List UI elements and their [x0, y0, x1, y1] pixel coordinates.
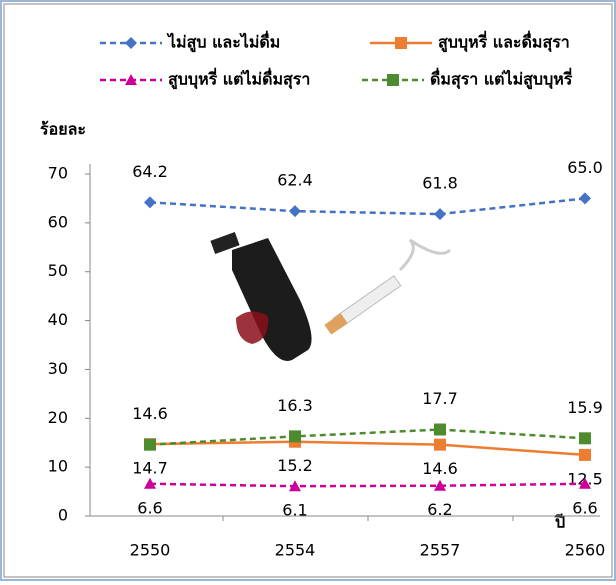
legend-label: ดื่มสุรา แต่ไม่สูบบุหรี่ [430, 68, 573, 91]
x-tick-label: 2550 [130, 541, 171, 560]
data-label: 16.3 [277, 396, 313, 415]
data-label: 15.2 [277, 456, 313, 475]
marker [144, 196, 156, 209]
marker [579, 477, 591, 489]
legend-label: สูบบุหรี่ และดื่มสุรา [438, 31, 570, 54]
data-label: 14.7 [132, 459, 168, 478]
series-line [149, 440, 586, 457]
marker [144, 477, 156, 489]
decoration [210, 231, 452, 361]
legend-label: สูบบุหรี่ แต่ไม่ดื่มสุรา [168, 68, 310, 91]
data-label: 6.2 [427, 500, 452, 519]
marker [434, 479, 446, 491]
y-tick-label: 0 [58, 506, 68, 525]
x-tick-label: 2557 [420, 541, 461, 560]
x-tick-label: 2554 [275, 541, 316, 560]
marker [579, 448, 591, 461]
series-line [149, 197, 586, 216]
series-line [149, 428, 586, 446]
data-label: 15.9 [567, 398, 603, 417]
marker [144, 438, 156, 451]
marker [387, 74, 399, 86]
y-tick-label: 40 [48, 310, 68, 329]
x-tick-label: 2560 [565, 541, 606, 560]
marker [434, 208, 446, 221]
marker [125, 37, 137, 49]
y-tick-label: 10 [48, 457, 68, 476]
marker [434, 438, 446, 451]
marker [289, 430, 301, 443]
data-label: 64.2 [132, 162, 168, 181]
data-label: 6.1 [282, 501, 307, 520]
data-label: 14.6 [422, 459, 458, 478]
marker [395, 37, 407, 49]
data-label: 6.6 [572, 498, 597, 517]
x-axis-label: ปี [554, 513, 566, 532]
legend-label: ไม่สูบ และไม่ดื่ม [166, 31, 280, 54]
marker [289, 205, 301, 218]
data-label: 17.7 [422, 389, 458, 408]
data-label: 61.8 [422, 174, 458, 193]
marker [434, 423, 446, 436]
y-tick-label: 30 [48, 359, 68, 378]
y-axis-label: ร้อยละ [40, 120, 86, 139]
marker [579, 432, 591, 445]
marker [125, 74, 137, 85]
series-line [149, 482, 586, 488]
data-label: 62.4 [277, 171, 313, 190]
y-tick-label: 50 [48, 261, 68, 280]
inner-frame [3, 3, 613, 578]
y-tick-label: 20 [48, 408, 68, 427]
marker [289, 480, 301, 492]
marker [579, 192, 591, 205]
y-tick-label: 70 [48, 164, 68, 183]
y-tick-label: 60 [48, 212, 68, 231]
data-label: 65.0 [567, 158, 603, 177]
data-label: 6.6 [137, 498, 162, 517]
data-label: 14.6 [132, 404, 168, 423]
